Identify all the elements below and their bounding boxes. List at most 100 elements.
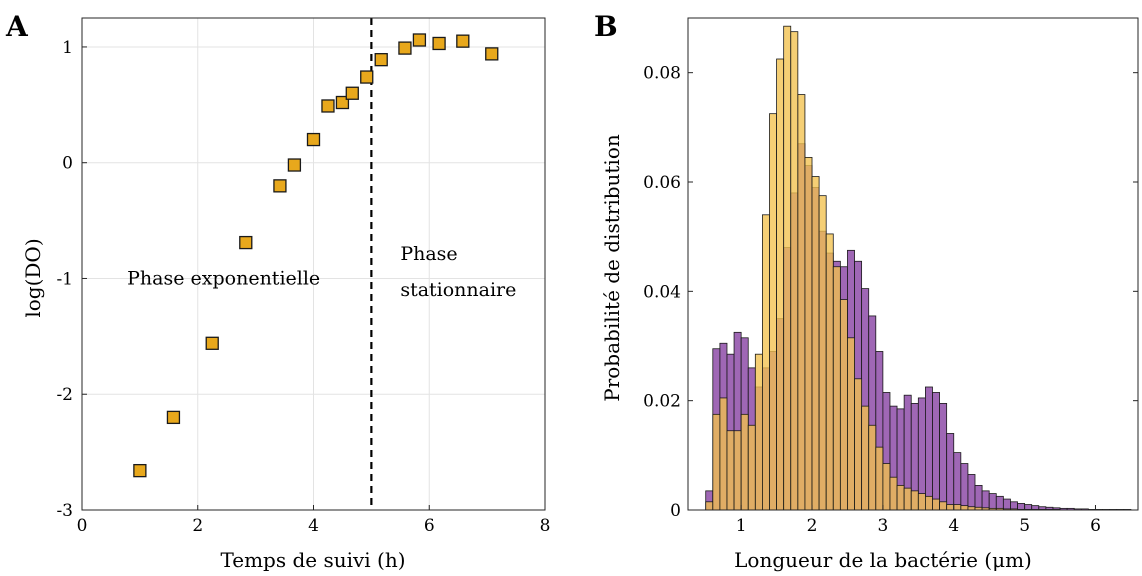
y-tick-label: -3 (56, 501, 73, 521)
x-tick-label: 5 (1019, 516, 1030, 536)
panel-a-letter: A (5, 10, 29, 43)
purple-bar (974, 484, 983, 511)
purple-bar (932, 392, 940, 511)
purple-bar (946, 433, 955, 511)
gold-bar (769, 113, 777, 511)
gold-bar (861, 405, 870, 511)
gold-bar (811, 176, 820, 511)
gold-bar (910, 490, 919, 511)
gold-bar (740, 413, 749, 511)
gold-bar (797, 94, 806, 511)
y-tick-label: 0 (62, 154, 73, 174)
x-tick-label: 3 (877, 516, 888, 536)
gold-bar (847, 337, 855, 511)
gold-bar (705, 501, 714, 511)
purple-bar (1002, 498, 1011, 511)
data-point (205, 336, 219, 350)
gold-bar (762, 214, 770, 511)
gold-bar (896, 484, 905, 511)
data-point (432, 36, 446, 51)
y-tick-label: -2 (56, 385, 73, 405)
panel-b: B 1 2 3 4 5 6 0 0.02 0.04 0.06 0.08 Longueur de la… (594, 10, 1139, 572)
annotation: stationnaire (400, 279, 516, 301)
x-tick-label: 1 (736, 516, 747, 536)
data-point (239, 235, 253, 250)
annotation: Phase exponentielle (127, 267, 320, 289)
y-tick-label: 0.06 (643, 173, 681, 193)
gold-bar (875, 446, 884, 511)
gold-bar (733, 430, 742, 511)
x-tick-label: 4 (948, 516, 959, 536)
y-tick-label: 0.04 (643, 282, 681, 302)
panel-a-y-axis-label: log(DO) (21, 238, 45, 317)
gold-bar (889, 476, 898, 511)
gold-bar (882, 463, 891, 511)
gold-bar (790, 31, 799, 511)
y-tick-label: 0 (670, 501, 681, 521)
purple-bar (939, 402, 948, 511)
gold-bar (946, 504, 955, 511)
gold-bar (719, 397, 728, 511)
x-tick-label: 4 (308, 516, 319, 536)
purple-bar (995, 495, 1004, 511)
purple-bar (917, 397, 926, 511)
gold-bar (783, 25, 792, 511)
gold-bar (804, 156, 813, 511)
y-tick-label: 0.08 (643, 64, 681, 84)
purple-bar (988, 493, 997, 511)
data-point (335, 95, 350, 110)
gold-bar (825, 233, 834, 511)
gold-bar (754, 353, 763, 511)
data-point (306, 132, 321, 147)
purple-bar (981, 490, 990, 511)
data-point (345, 86, 359, 100)
annotation: Phase (400, 243, 457, 265)
gold-bar (747, 424, 756, 511)
gold-bar (868, 424, 877, 511)
data-point (360, 70, 374, 84)
purple-bar (1017, 503, 1026, 511)
gold-bar (712, 413, 721, 511)
purple-bar (925, 386, 933, 511)
purple-bar (967, 474, 976, 511)
x-tick-label: 6 (1090, 516, 1101, 536)
data-point (273, 179, 287, 193)
y-tick-label: 1 (62, 38, 73, 58)
panel-a: A Phase exponentielle Phase stationnaire 0… (5, 10, 550, 572)
y-tick-label: 0.02 (643, 392, 681, 412)
gold-bar (960, 505, 969, 511)
panel-a-x-axis-label: Temps de suivi (h) (220, 548, 405, 572)
gold-bar (832, 266, 841, 511)
y-tick-label: -1 (56, 269, 73, 289)
panel-a-points (133, 33, 499, 478)
data-point (398, 41, 412, 55)
data-point (412, 33, 427, 47)
panel-b-ticks: 1 2 3 4 5 6 0 0.02 0.04 0.06 0.08 (643, 64, 1138, 536)
gold-bar (776, 58, 785, 511)
gold-bar (854, 378, 863, 511)
panel-b-y-axis-label: Probabilité de distribution (600, 134, 624, 402)
data-point (485, 47, 499, 61)
data-point (133, 463, 147, 478)
gold-bar (932, 498, 940, 511)
gold-bar (917, 493, 926, 511)
data-point (456, 34, 470, 48)
data-point (287, 158, 302, 172)
data-point (374, 53, 388, 67)
x-tick-label: 2 (807, 516, 818, 536)
purple-bar (953, 452, 962, 511)
panel-b-letter: B (594, 10, 618, 43)
x-tick-label: 8 (540, 516, 551, 536)
gold-bar (925, 495, 933, 511)
panel-b-axes-frame (687, 17, 1139, 511)
panel-b-histogram (705, 25, 1132, 511)
gold-bar (903, 487, 912, 511)
gold-bar (839, 299, 848, 511)
x-tick-label: 6 (424, 516, 435, 536)
panel-b-x-axis-label: Longueur de la bactérie (μm) (734, 548, 1032, 572)
purple-bar (960, 463, 969, 511)
gold-bar (939, 501, 948, 511)
gold-bar (726, 430, 735, 511)
x-tick-label: 0 (77, 516, 88, 536)
panel-a-annotations: Phase exponentielle Phase stationnaire (127, 243, 516, 301)
